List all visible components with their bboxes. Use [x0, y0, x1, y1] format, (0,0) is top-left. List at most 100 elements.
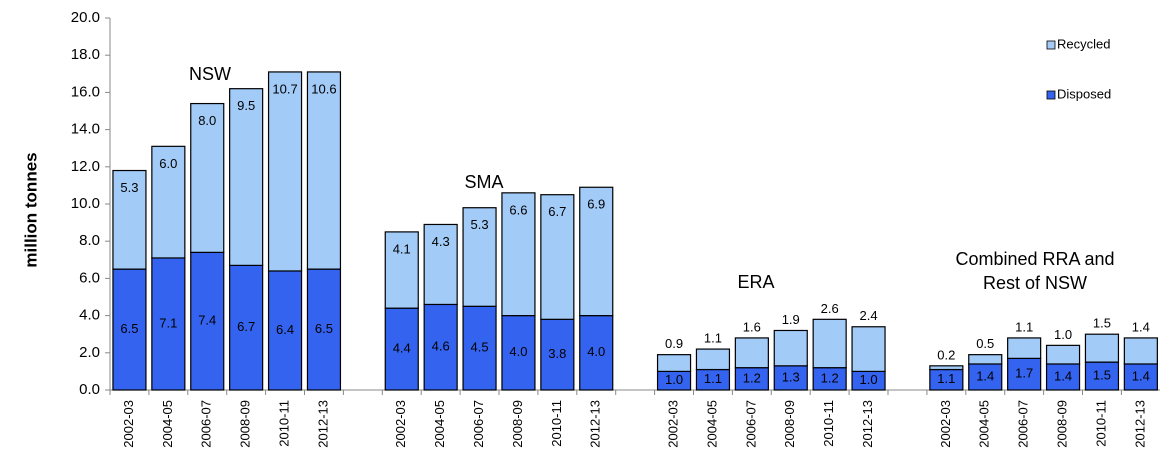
bar-segment — [190, 102, 225, 253]
value-label: 1.0 — [860, 372, 878, 387]
value-label: 1.0 — [665, 372, 683, 387]
bar-segment — [501, 192, 536, 317]
value-label: 5.3 — [120, 180, 138, 195]
x-tick-label: 2006-07 — [471, 400, 486, 448]
x-tick-label: 2004-05 — [432, 400, 447, 448]
value-label: 5.3 — [471, 217, 489, 232]
x-tick-label: 2002-03 — [121, 400, 136, 448]
value-label: 4.6 — [432, 339, 450, 354]
x-tick-label: 2006-07 — [199, 400, 214, 448]
y-tick-label: 12.0 — [71, 158, 100, 175]
legend-swatch — [1046, 40, 1056, 50]
bar-segment — [1045, 344, 1081, 365]
value-label: 1.4 — [1132, 368, 1150, 383]
value-label: 4.3 — [432, 234, 450, 249]
x-tick-label: 2006-07 — [743, 400, 758, 448]
value-label: 1.4 — [976, 368, 994, 383]
x-tick-label: 2010-11 — [1093, 400, 1108, 447]
bar-segment — [112, 169, 147, 270]
x-tick-label: 2004-05 — [160, 400, 175, 448]
value-label: 1.2 — [821, 370, 839, 385]
value-label: 7.1 — [159, 315, 177, 330]
value-label: 6.0 — [159, 156, 177, 171]
x-tick-label: 2004-05 — [977, 400, 992, 448]
value-label: 7.4 — [198, 313, 216, 328]
value-label: 6.5 — [120, 321, 138, 336]
y-tick-label: 16.0 — [71, 83, 100, 100]
value-label: 1.4 — [1054, 368, 1072, 383]
bar-segment — [423, 223, 458, 306]
value-label: 9.5 — [237, 98, 255, 113]
bar-segment — [151, 257, 186, 391]
bar-segment — [306, 71, 342, 270]
value-label: 1.5 — [1093, 367, 1111, 382]
x-tick-label: 2002-03 — [938, 400, 953, 448]
bar-segment — [1123, 363, 1158, 391]
x-tick-label: 2008-09 — [782, 400, 797, 448]
value-label: 1.2 — [743, 370, 761, 385]
bar-segment — [540, 194, 575, 320]
legend-label: Recycled — [1057, 36, 1110, 51]
value-label: 2.6 — [821, 301, 839, 316]
bar-segment — [968, 354, 1003, 365]
bar-segment — [540, 318, 575, 391]
bar-segment — [1123, 337, 1158, 365]
bar-segment — [384, 231, 419, 309]
bar-segment — [462, 207, 497, 307]
value-label: 3.8 — [548, 346, 566, 361]
bar-segment — [812, 318, 847, 369]
y-tick-label: 6.0 — [79, 269, 100, 286]
x-tick-label: 2008-09 — [238, 400, 253, 448]
value-label: 4.1 — [393, 241, 411, 256]
value-label: 10.7 — [272, 81, 297, 96]
bar-segment — [773, 365, 808, 391]
bar-segment — [773, 329, 808, 367]
bar-segment — [112, 268, 147, 391]
value-label: 4.5 — [471, 340, 489, 355]
value-label: 8.0 — [198, 113, 216, 128]
value-label: 1.1 — [1015, 319, 1033, 334]
bar-segment — [229, 88, 264, 266]
bar-segment — [1084, 333, 1120, 363]
y-tick-label: 4.0 — [79, 307, 100, 324]
y-tick-label: 0.0 — [79, 381, 100, 398]
bar-segment — [579, 186, 614, 317]
value-label: 0.2 — [937, 347, 955, 362]
y-tick-label: 10.0 — [71, 195, 100, 212]
y-tick-label: 14.0 — [71, 121, 100, 138]
bar-segment — [734, 337, 769, 369]
value-label: 4.4 — [393, 341, 411, 356]
x-tick-label: 2010-11 — [821, 400, 836, 447]
x-tick-label: 2008-09 — [510, 400, 525, 448]
x-tick-label: 2002-03 — [393, 400, 408, 448]
x-tick-label: 2008-09 — [1054, 400, 1069, 448]
x-tick-label: 2006-07 — [1016, 400, 1031, 448]
value-label: 1.4 — [1132, 319, 1150, 334]
y-axis-label: million tonnes — [21, 152, 40, 267]
value-label: 1.1 — [937, 371, 955, 386]
y-tick-label: 20.0 — [71, 9, 100, 26]
group-label: Rest of NSW — [983, 273, 1087, 293]
value-label: 1.0 — [1054, 327, 1072, 342]
bar-segment — [1007, 337, 1042, 359]
group-label: Combined RRA and — [955, 249, 1114, 269]
bar-segment — [579, 315, 614, 391]
value-label: 1.3 — [782, 369, 800, 384]
x-tick-label: 2004-05 — [704, 400, 719, 448]
bar-segment — [384, 307, 419, 391]
value-label: 6.4 — [276, 322, 294, 337]
x-tick-label: 2012-13 — [588, 400, 603, 448]
bar-segment — [462, 305, 497, 391]
value-label: 6.7 — [237, 319, 255, 334]
value-label: 1.6 — [743, 319, 761, 334]
value-label: 1.9 — [782, 312, 800, 327]
value-label: 1.7 — [1015, 366, 1033, 381]
value-label: 4.0 — [587, 344, 605, 359]
bar-segment — [929, 365, 964, 371]
x-tick-label: 2002-03 — [665, 400, 680, 448]
bar-segment — [151, 145, 186, 259]
group-label: SMA — [464, 172, 503, 192]
y-tick-label: 2.0 — [79, 344, 100, 361]
bar-segment — [423, 303, 458, 391]
